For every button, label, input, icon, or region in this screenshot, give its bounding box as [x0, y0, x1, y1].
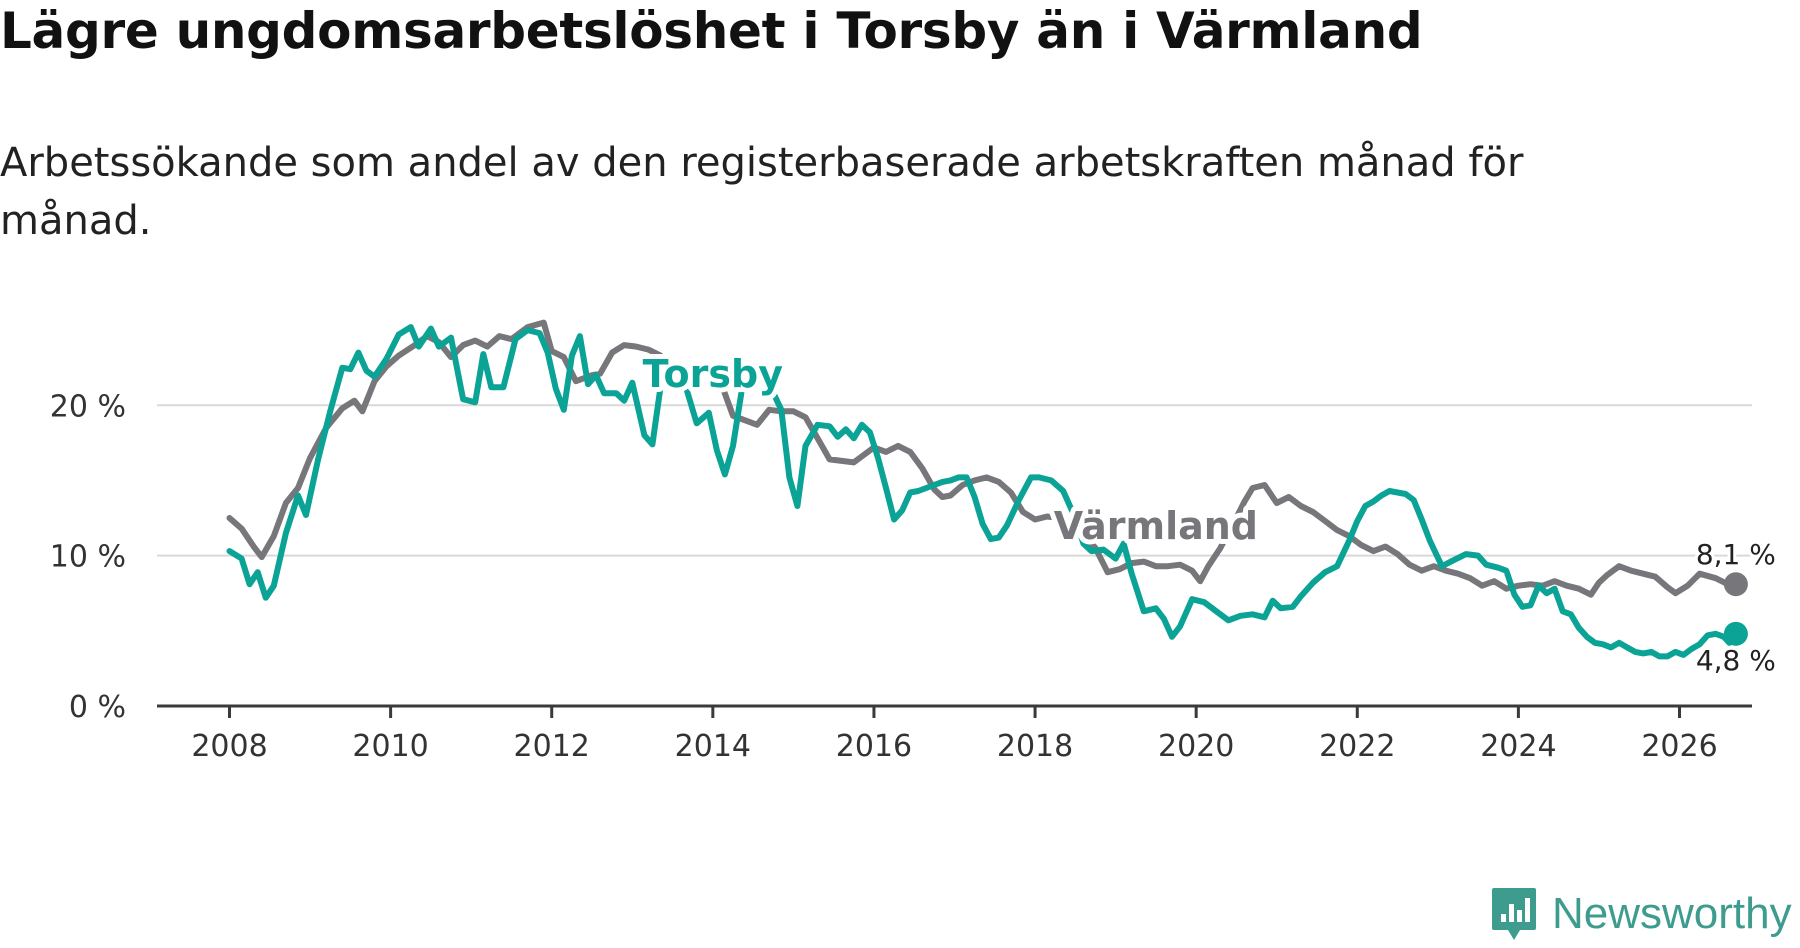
y-tick-label: 10 %: [50, 540, 126, 575]
y-tick-label: 0 %: [69, 690, 126, 725]
x-tick-label: 2014: [675, 729, 751, 764]
end-point: [1723, 621, 1748, 646]
series-line-vrmland: [226, 319, 1739, 598]
x-tick-label: 2022: [1319, 729, 1395, 764]
x-tick-label: 2018: [997, 729, 1073, 764]
chart-title: Lägre ungdomsarbetslöshet i Torsby än i …: [0, 2, 1423, 60]
x-tick-label: 2008: [191, 729, 267, 764]
newsworthy-logo-icon: [1492, 888, 1536, 940]
series-label-torsby: Torsby: [643, 352, 784, 396]
brand-logo[interactable]: Newsworthy: [1490, 886, 1792, 942]
brand-name: Newsworthy: [1552, 889, 1792, 938]
x-tick-label: 2010: [352, 729, 428, 764]
series-label-vrmland: Värmland: [1054, 504, 1258, 548]
x-tick-label: 2012: [514, 729, 590, 764]
x-tick-label: 2024: [1480, 729, 1556, 764]
end-value-label: 4,8 %: [1696, 644, 1776, 677]
x-tick-label: 2020: [1158, 729, 1234, 764]
line-chart: 0 % 10 % 20 % 2008 2010 2012 2014 2016 2018 2020 2…: [49, 319, 1776, 764]
x-tick-label: 2016: [836, 729, 912, 764]
end-point: [1723, 572, 1748, 597]
series-line-torsby: [226, 324, 1739, 660]
y-tick-label: 20 %: [50, 389, 126, 424]
chart-subtitle: Arbetssökande som andel av den registerb…: [0, 140, 1524, 244]
x-tick-label: 2026: [1641, 729, 1717, 764]
end-value-label: 8,1 %: [1696, 538, 1776, 571]
